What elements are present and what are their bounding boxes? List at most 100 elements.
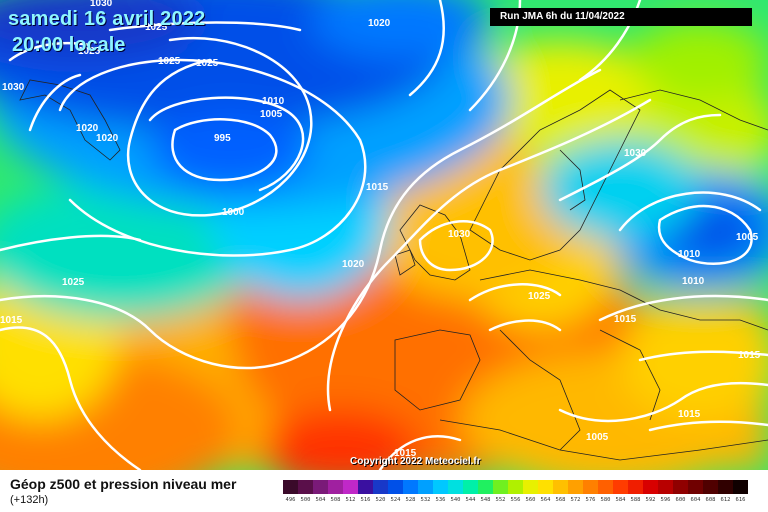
scale-swatch: [313, 480, 328, 494]
scale-label: 528: [405, 497, 416, 503]
scale-label: 524: [390, 497, 401, 503]
scale-label: 540: [450, 497, 461, 503]
scale-label: 520: [375, 497, 386, 503]
scale-swatch: [568, 480, 583, 494]
svg-text:1020: 1020: [368, 18, 391, 29]
scale-swatch: [643, 480, 658, 494]
forecast-date: samedi 16 avril 2022: [8, 8, 206, 30]
forecast-time: 20:00 locale: [12, 34, 126, 56]
scale-label: 544: [465, 497, 476, 503]
svg-text:1025: 1025: [158, 56, 181, 67]
svg-text:1025: 1025: [62, 277, 85, 288]
color-scale: [283, 480, 748, 494]
copyright-text: Copyright 2022 Meteociel.fr: [350, 456, 481, 467]
scale-label: 548: [480, 497, 491, 503]
svg-text:1020: 1020: [342, 259, 365, 270]
svg-text:1015: 1015: [366, 182, 389, 193]
geopotential-field: [0, 0, 768, 470]
scale-label: 560: [525, 497, 536, 503]
scale-swatch: [388, 480, 403, 494]
scale-swatch: [403, 480, 418, 494]
weather-map: 1030 1025 1025 1025 1010 1005 1020 1020 …: [0, 0, 768, 470]
svg-text:1025: 1025: [528, 291, 551, 302]
scale-label: 616: [735, 497, 746, 503]
scale-label: 532: [420, 497, 431, 503]
scale-swatch: [733, 480, 748, 494]
scale-label: 516: [360, 497, 371, 503]
scale-swatch: [283, 480, 298, 494]
scale-swatch: [493, 480, 508, 494]
scale-label: 600: [675, 497, 686, 503]
scale-label: 556: [510, 497, 521, 503]
svg-text:1030: 1030: [624, 148, 647, 159]
scale-label: 496: [285, 497, 296, 503]
svg-text:1015: 1015: [394, 448, 417, 459]
scale-swatch: [448, 480, 463, 494]
scale-swatch: [358, 480, 373, 494]
svg-text:1000: 1000: [222, 207, 245, 218]
svg-text:1005: 1005: [260, 109, 283, 120]
scale-label: 572: [570, 497, 581, 503]
svg-text:1015: 1015: [738, 350, 761, 361]
scale-label: 552: [495, 497, 506, 503]
scale-label: 564: [540, 497, 551, 503]
svg-text:1025: 1025: [196, 58, 219, 69]
scale-swatch: [298, 480, 313, 494]
scale-swatch: [553, 480, 568, 494]
svg-text:1015: 1015: [614, 314, 637, 325]
scale-swatch: [718, 480, 733, 494]
svg-text:1005: 1005: [736, 232, 759, 243]
scale-swatch: [538, 480, 553, 494]
svg-text:1010: 1010: [678, 249, 701, 260]
svg-text:1030: 1030: [90, 0, 113, 9]
scale-label: 612: [720, 497, 731, 503]
scale-label: 508: [330, 497, 341, 503]
map-title: Géop z500 et pression niveau mer: [10, 476, 237, 492]
scale-swatch: [598, 480, 613, 494]
scale-swatch: [628, 480, 643, 494]
scale-label: 568: [555, 497, 566, 503]
scale-swatch: [373, 480, 388, 494]
isobar-lines: [0, 0, 768, 470]
svg-text:1025: 1025: [78, 46, 101, 57]
scale-swatch: [703, 480, 718, 494]
color-scale-labels: 496 500 504 508 512 516 520 524 528 532 536 540 544 5…: [283, 497, 748, 503]
scale-label: 500: [300, 497, 311, 503]
scale-swatch: [583, 480, 598, 494]
model-run-label: Run JMA 6h du 11/04/2022: [490, 8, 752, 26]
scale-label: 512: [345, 497, 356, 503]
svg-text:1015: 1015: [0, 315, 23, 326]
svg-text:1025: 1025: [145, 22, 168, 33]
scale-swatch: [508, 480, 523, 494]
scale-swatch: [613, 480, 628, 494]
scale-label: 504: [315, 497, 326, 503]
scale-label: 596: [660, 497, 671, 503]
forecast-offset: (+132h): [10, 494, 49, 506]
scale-label: 580: [600, 497, 611, 503]
svg-text:1010: 1010: [682, 276, 705, 287]
scale-swatch: [463, 480, 478, 494]
svg-text:1030: 1030: [2, 82, 25, 93]
scale-swatch: [328, 480, 343, 494]
svg-text:1015: 1015: [678, 409, 701, 420]
scale-label: 588: [630, 497, 641, 503]
scale-label: 608: [705, 497, 716, 503]
svg-text:1010: 1010: [262, 96, 285, 107]
svg-text:1005: 1005: [586, 432, 609, 443]
scale-label: 592: [645, 497, 656, 503]
svg-text:1020: 1020: [96, 133, 119, 144]
scale-swatch: [418, 480, 433, 494]
scale-label: 584: [615, 497, 626, 503]
svg-text:1020: 1020: [76, 123, 99, 134]
map-canvas: 1030 1025 1025 1025 1010 1005 1020 1020 …: [0, 0, 768, 470]
scale-swatch: [343, 480, 358, 494]
isobar-labels: 1030 1025 1025 1025 1010 1005 1020 1020 …: [0, 0, 761, 459]
scale-label: 576: [585, 497, 596, 503]
svg-text:995: 995: [214, 133, 231, 144]
scale-swatch: [688, 480, 703, 494]
svg-text:1030: 1030: [448, 229, 471, 240]
scale-swatch: [523, 480, 538, 494]
scale-label: 536: [435, 497, 446, 503]
scale-swatch: [433, 480, 448, 494]
scale-swatch: [478, 480, 493, 494]
